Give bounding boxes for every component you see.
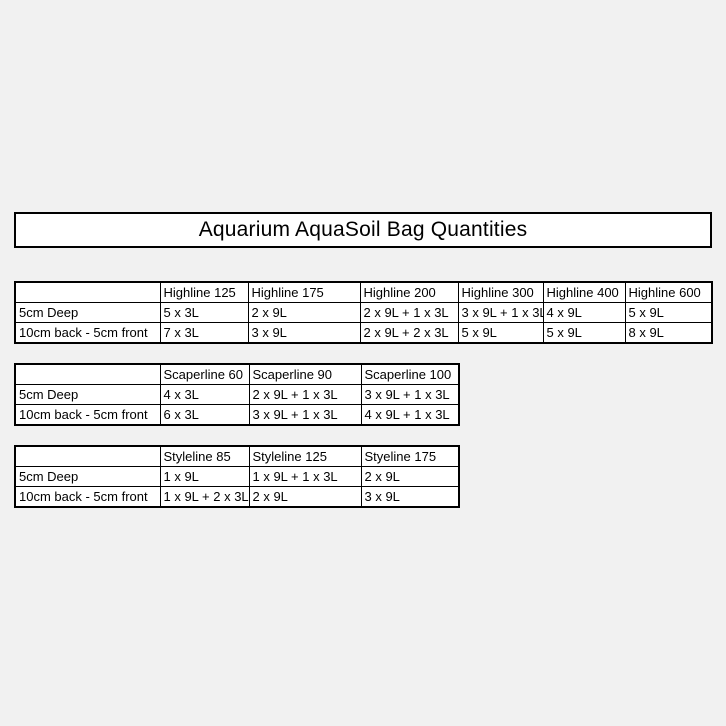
scaperline-table: Scaperline 60 Scaperline 90 Scaperline 100… [14,363,460,426]
column-header: Highline 125 [159,281,249,303]
table-row: 10cm back - 5cm front 7 x 3L 3 x 9L 2 x 9L … [14,322,713,344]
row-label: 5cm Deep [14,384,161,405]
quantity-cell: 5 x 9L [542,322,626,344]
table-row: 5cm Deep 4 x 3L 2 x 9L + 1 x 3L 3 x 9L + 1 … [14,384,460,405]
row-label: 10cm back - 5cm front [14,322,161,344]
column-header: Scaperline 60 [159,363,250,385]
quantity-cell: 3 x 9L + 1 x 3L [457,302,544,323]
styleline-table: Styleline 85 Styleline 125 Styeline 175 5cm… [14,445,460,508]
column-header: Styleline 85 [159,445,250,467]
quantity-cell: 1 x 9L + 2 x 3L [159,486,250,508]
quantity-cell: 3 x 9L + 1 x 3L [360,384,460,405]
highline-table: Highline 125 Highline 175 Highline 200 High… [14,281,713,344]
column-header: Styeline 175 [360,445,460,467]
quantity-cell: 8 x 9L [624,322,713,344]
quantity-cell: 5 x 3L [159,302,249,323]
page-title: Aquarium AquaSoil Bag Quantities [198,218,528,241]
quantity-cell: 3 x 9L + 1 x 3L [248,404,362,426]
quantity-cell: 1 x 9L + 1 x 3L [248,466,362,487]
column-header: Styleline 125 [248,445,362,467]
table-row: 5cm Deep 1 x 9L 1 x 9L + 1 x 3L 2 x 9L [14,466,460,487]
row-label: 10cm back - 5cm front [14,404,161,426]
quantity-cell: 4 x 3L [159,384,250,405]
column-header: Highline 600 [624,281,713,303]
title-box: Aquarium AquaSoil Bag Quantities [14,212,712,248]
quantity-cell: 6 x 3L [159,404,250,426]
column-header: Highline 175 [247,281,361,303]
column-header: Highline 400 [542,281,626,303]
corner-cell [14,281,161,303]
corner-cell [14,363,161,385]
header-row: Highline 125 Highline 175 Highline 200 High… [14,281,713,303]
quantity-cell: 1 x 9L [159,466,250,487]
quantity-cell: 7 x 3L [159,322,249,344]
quantity-cell: 2 x 9L [247,302,361,323]
column-header: Scaperline 100 [360,363,460,385]
row-label: 5cm Deep [14,466,161,487]
table-row: 10cm back - 5cm front 1 x 9L + 2 x 3L 2 x … [14,486,460,508]
table-row: 10cm back - 5cm front 6 x 3L 3 x 9L + 1 x … [14,404,460,426]
row-label: 5cm Deep [14,302,161,323]
quantity-cell: 3 x 9L [360,486,460,508]
header-row: Styleline 85 Styleline 125 Styeline 175 [14,445,460,467]
quantity-cell: 2 x 9L + 1 x 3L [359,302,459,323]
quantity-cell: 2 x 9L + 1 x 3L [248,384,362,405]
quantity-cell: 4 x 9L + 1 x 3L [360,404,460,426]
column-header: Highline 300 [457,281,544,303]
quantity-cell: 2 x 9L [248,486,362,508]
column-header: Highline 200 [359,281,459,303]
column-header: Scaperline 90 [248,363,362,385]
corner-cell [14,445,161,467]
row-label: 10cm back - 5cm front [14,486,161,508]
quantity-cell: 5 x 9L [457,322,544,344]
quantity-cell: 4 x 9L [542,302,626,323]
quantity-cell: 2 x 9L + 2 x 3L [359,322,459,344]
header-row: Scaperline 60 Scaperline 90 Scaperline 100 [14,363,460,385]
table-row: 5cm Deep 5 x 3L 2 x 9L 2 x 9L + 1 x 3L 3 x 9… [14,302,713,323]
quantity-cell: 2 x 9L [360,466,460,487]
quantity-cell: 3 x 9L [247,322,361,344]
quantity-cell: 5 x 9L [624,302,713,323]
